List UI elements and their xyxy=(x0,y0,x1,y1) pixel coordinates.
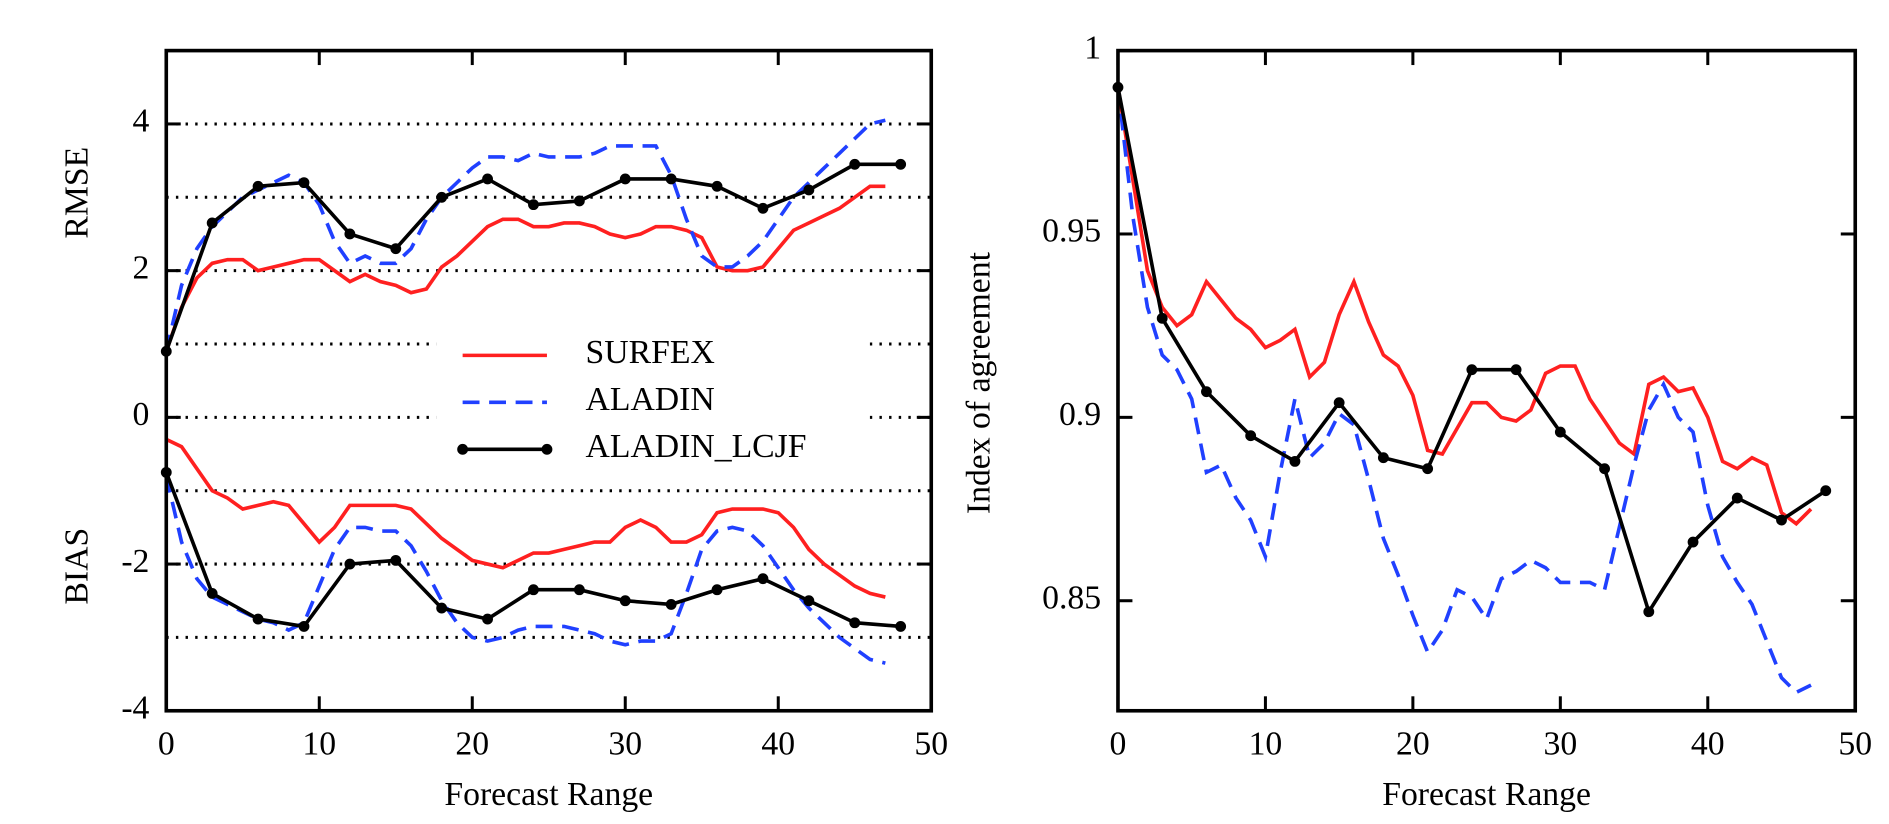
point xyxy=(1289,455,1301,467)
point xyxy=(252,613,264,625)
point xyxy=(1466,364,1478,376)
legend-label: ALADIN_LCJF xyxy=(586,428,807,465)
point xyxy=(298,620,310,632)
point xyxy=(803,184,815,196)
point xyxy=(665,173,677,185)
point xyxy=(390,554,402,566)
y-tick-label: 2 xyxy=(133,249,150,286)
point xyxy=(436,602,448,614)
point xyxy=(711,180,723,192)
plot-frame xyxy=(164,48,934,713)
series-line xyxy=(164,475,886,665)
x-tick-label: 40 xyxy=(761,726,795,763)
series-line xyxy=(164,184,886,352)
point xyxy=(895,158,907,170)
y-axis-label: BIAS xyxy=(58,528,95,605)
y-axis-label: Index of agreement xyxy=(961,251,998,514)
series-line xyxy=(1116,86,1813,527)
series-line xyxy=(164,118,886,352)
point xyxy=(1643,606,1655,618)
x-tick-label: 20 xyxy=(455,726,489,763)
y-tick-label: 0.9 xyxy=(1059,396,1101,433)
series-line xyxy=(164,471,901,629)
x-tick-label: 10 xyxy=(1249,726,1283,763)
x-tick-label: 0 xyxy=(158,726,175,763)
point xyxy=(252,180,264,192)
point xyxy=(1820,485,1832,497)
point xyxy=(206,587,218,599)
point xyxy=(344,228,356,240)
legend-marker xyxy=(457,443,469,455)
plot-frame xyxy=(1116,48,1858,713)
series-line xyxy=(165,437,886,599)
x-tick-label: 10 xyxy=(302,726,336,763)
point xyxy=(619,595,631,607)
point xyxy=(665,598,677,610)
point xyxy=(482,613,493,625)
point xyxy=(206,217,218,229)
y-tick-label: 4 xyxy=(133,103,150,140)
point xyxy=(573,584,585,596)
point xyxy=(1687,536,1699,548)
point xyxy=(757,202,769,214)
point xyxy=(298,177,310,189)
x-axis-label: Forecast Range xyxy=(444,776,653,813)
y-tick-label: -4 xyxy=(121,689,149,726)
point xyxy=(1333,397,1345,409)
x-tick-label: 20 xyxy=(1396,726,1430,763)
point xyxy=(849,617,861,629)
series-line xyxy=(1116,86,1827,617)
x-tick-label: 30 xyxy=(608,726,642,763)
point xyxy=(1510,364,1522,376)
point xyxy=(1156,312,1168,324)
series-line xyxy=(1116,87,1812,695)
x-tick-label: 30 xyxy=(1543,726,1577,763)
point xyxy=(1731,492,1743,504)
y-tick-label: 0.95 xyxy=(1042,213,1101,250)
legend-marker xyxy=(541,443,553,455)
point xyxy=(436,191,448,203)
point xyxy=(344,558,356,570)
point xyxy=(1201,386,1212,398)
legend-label: SURFEX xyxy=(586,334,715,371)
legend-label: ALADIN xyxy=(586,381,715,418)
x-axis-label: Forecast Range xyxy=(1382,776,1591,813)
x-tick-label: 50 xyxy=(1838,726,1872,763)
y-tick-label: -2 xyxy=(121,543,149,580)
point xyxy=(1422,463,1434,475)
point xyxy=(1377,452,1389,464)
y-tick-label: 0.85 xyxy=(1042,579,1101,616)
point xyxy=(895,620,907,632)
point xyxy=(757,573,769,585)
point xyxy=(573,195,585,207)
y-axis-label: RMSE xyxy=(58,147,95,239)
y-tick-label: 0 xyxy=(133,396,150,433)
point xyxy=(803,595,815,607)
point xyxy=(1599,463,1610,475)
point xyxy=(849,158,861,170)
point xyxy=(1245,430,1257,442)
x-tick-label: 0 xyxy=(1110,726,1127,763)
series-line xyxy=(164,162,901,352)
point xyxy=(390,243,402,255)
y-tick-label: 1 xyxy=(1084,29,1101,66)
x-tick-label: 40 xyxy=(1691,726,1725,763)
point xyxy=(528,199,539,211)
point xyxy=(711,584,723,596)
point xyxy=(619,173,631,185)
point xyxy=(1776,514,1787,526)
x-tick-label: 50 xyxy=(914,726,948,763)
point xyxy=(1554,426,1566,438)
legend-box xyxy=(436,327,870,461)
point xyxy=(482,173,493,185)
point xyxy=(528,584,539,596)
